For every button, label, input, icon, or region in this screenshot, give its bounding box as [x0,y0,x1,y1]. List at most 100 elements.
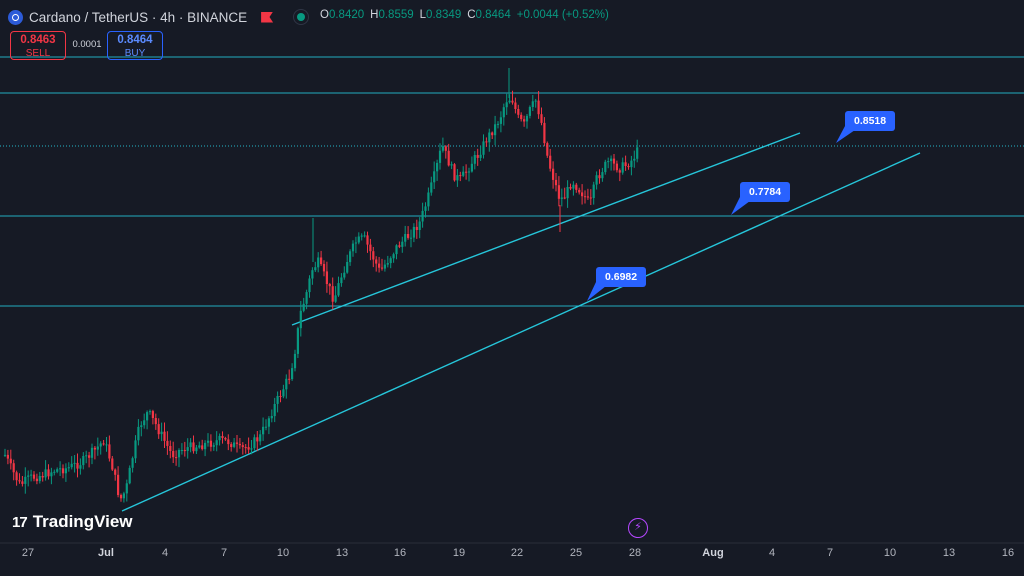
candle-body [592,184,595,198]
candle-body [183,450,186,452]
candle-body [111,458,114,470]
candle-body [53,471,56,473]
candle-body [282,389,285,397]
candle-body [209,440,212,447]
candle-body [604,161,607,173]
candle-body [523,119,526,122]
candle-body [395,245,398,255]
candle-body [322,264,326,272]
candle-body [6,454,9,459]
candle-body [154,418,157,425]
candle-body [302,303,305,311]
candle-body [189,442,192,448]
x-tick: 16 [393,547,407,559]
candle-body [563,197,566,199]
tradingview-logo[interactable]: 17 TradingView [12,512,133,532]
candle-body [70,463,73,468]
symbol-title[interactable]: Cardano / TetherUS · 4h · BINANCE [29,9,248,25]
candle-body [85,455,88,457]
candle-body [340,277,343,284]
candle-body [598,175,601,179]
candle-body [424,206,427,211]
candle-body [299,310,302,329]
candle-body [505,102,508,108]
candle-body [627,166,630,168]
candle-body [27,475,30,477]
candle-body [610,158,613,162]
x-tick: 7 [826,547,834,559]
candle-body [41,476,44,478]
price-label-upper[interactable]: 0.8518 [845,111,896,131]
candle-body [404,234,407,242]
x-tick: 7 [220,547,228,559]
candle-body [470,163,473,172]
candle-body [540,114,543,123]
lightning-icon[interactable]: ⚡ [628,518,648,538]
candle-body [314,267,317,271]
candle-body [172,451,175,458]
candle-body [528,107,531,116]
candle-body [117,474,120,495]
candle-body [134,440,137,459]
candle-body [99,443,102,447]
flag-icon[interactable] [261,11,274,23]
candle-body [499,117,502,124]
candle-body [247,447,250,450]
candle-body [73,462,76,464]
candle-body [369,244,372,252]
x-tick: 4 [161,547,169,559]
candle-body [615,163,618,171]
price-label-middle[interactable]: 0.7784 [740,182,791,202]
candle-body [557,185,560,199]
candle-body [436,162,439,172]
candle-body [288,378,291,380]
candle-body [259,434,262,442]
candle-body [453,164,456,181]
x-tick: 13 [335,547,349,559]
candle-body [583,196,587,198]
candle-body [418,221,421,230]
candle-body [372,251,375,260]
candle-body [357,236,360,243]
candle-body [235,442,239,444]
sell-button[interactable]: 0.8463 SELL [10,31,66,60]
candle-body [35,478,38,482]
candle-body [175,457,178,459]
candle-body [554,179,558,186]
candle-body [253,437,256,449]
candle-body [552,168,555,180]
candle-body [537,100,540,115]
candle-body [476,155,479,158]
candle-body [473,155,476,164]
candle-body [618,170,621,173]
upper-trend-line [291,132,801,326]
candle-body [363,235,366,237]
candle-body [96,446,99,450]
x-tick: 10 [883,547,897,559]
candle-body [88,455,91,458]
candle-body [273,404,276,417]
x-tick: 16 [1001,547,1015,559]
candle-body [227,439,230,445]
candle-body [601,172,604,179]
change-value: +0.0044 (+0.52%) [516,9,609,21]
candle-body [38,476,41,482]
candle-body [346,262,349,273]
candle-body [256,437,259,442]
price-label-lower[interactable]: 0.6982 [596,267,647,287]
candle-body [32,474,36,479]
candle-body [204,442,207,450]
candle-body [215,440,218,446]
tradingview-mark-icon: 17 [12,513,28,531]
candle-body [143,420,146,426]
candle-body [18,480,21,482]
symbol-header[interactable]: Cardano / TetherUS · 4h · BINANCE [8,7,310,27]
buy-button[interactable]: 0.8464 BUY [107,31,163,60]
candle-body [21,481,24,484]
candle-body [241,445,244,447]
candle-body [76,462,79,469]
candle-body [331,286,334,302]
market-status-icon[interactable] [293,9,310,25]
candle-body [462,171,465,176]
